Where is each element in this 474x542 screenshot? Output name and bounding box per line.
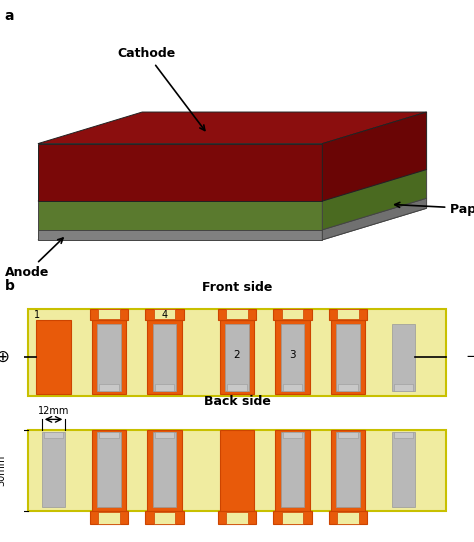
Text: 2: 2 [234,350,240,359]
Bar [273,511,312,524]
Bar [392,324,415,391]
Bar [220,430,254,511]
Bar [331,430,365,511]
Bar [92,320,126,394]
Bar [282,309,303,319]
Polygon shape [38,144,322,201]
Polygon shape [322,170,427,230]
Bar [218,511,256,524]
Polygon shape [38,201,322,230]
Bar [155,432,174,438]
Bar [328,511,367,524]
Bar [100,384,118,391]
Bar [283,384,302,391]
Polygon shape [38,230,322,240]
Polygon shape [322,112,427,201]
Bar [336,432,360,507]
Bar [36,320,71,394]
Text: −: − [465,350,474,364]
Bar [155,384,174,391]
Bar [283,432,302,438]
Text: Paper Matrix: Paper Matrix [395,202,474,216]
Bar [337,512,358,524]
Title: Back side: Back side [203,395,271,408]
Text: 30mm: 30mm [0,455,7,486]
Text: Anode: Anode [5,238,63,279]
Bar [97,432,121,507]
Title: Front side: Front side [202,281,272,294]
Bar [44,432,63,438]
Bar [100,432,118,438]
Text: b: b [5,279,15,293]
Bar [28,309,446,396]
Bar [153,432,176,507]
Polygon shape [38,208,427,240]
Text: 12mm: 12mm [38,405,69,416]
Bar [42,432,65,507]
Bar [337,309,358,319]
Bar [145,309,184,320]
Bar [336,324,360,391]
Polygon shape [322,198,427,240]
Bar [275,320,310,394]
Bar [147,320,182,394]
Bar [282,512,303,524]
Bar [90,511,128,524]
Bar [145,511,184,524]
Text: 1: 1 [34,310,40,320]
Bar [99,512,119,524]
Bar [394,432,413,438]
Text: ⊕: ⊕ [0,348,9,366]
Text: Cathode: Cathode [118,47,205,131]
Bar [92,430,126,511]
Bar [281,432,304,507]
Bar [392,432,415,507]
Bar [281,324,304,391]
Bar [394,384,413,391]
Bar [154,309,175,319]
Bar [328,309,367,320]
Bar [226,512,247,524]
Text: a: a [5,9,14,23]
Bar [273,309,312,320]
Bar [99,309,119,319]
Bar [97,324,121,391]
Bar [338,432,357,438]
Polygon shape [38,112,427,144]
Bar [220,320,254,394]
Bar [275,430,310,511]
Bar [28,430,446,511]
Bar [228,384,246,391]
Text: 3: 3 [289,350,296,359]
Bar [338,384,357,391]
Polygon shape [38,170,427,201]
Bar [218,309,256,320]
Bar [90,309,128,320]
Bar [225,324,249,391]
Text: 4: 4 [162,310,167,320]
Bar [331,320,365,394]
Bar [147,430,182,511]
Bar [154,512,175,524]
Bar [153,324,176,391]
Bar [226,309,247,319]
